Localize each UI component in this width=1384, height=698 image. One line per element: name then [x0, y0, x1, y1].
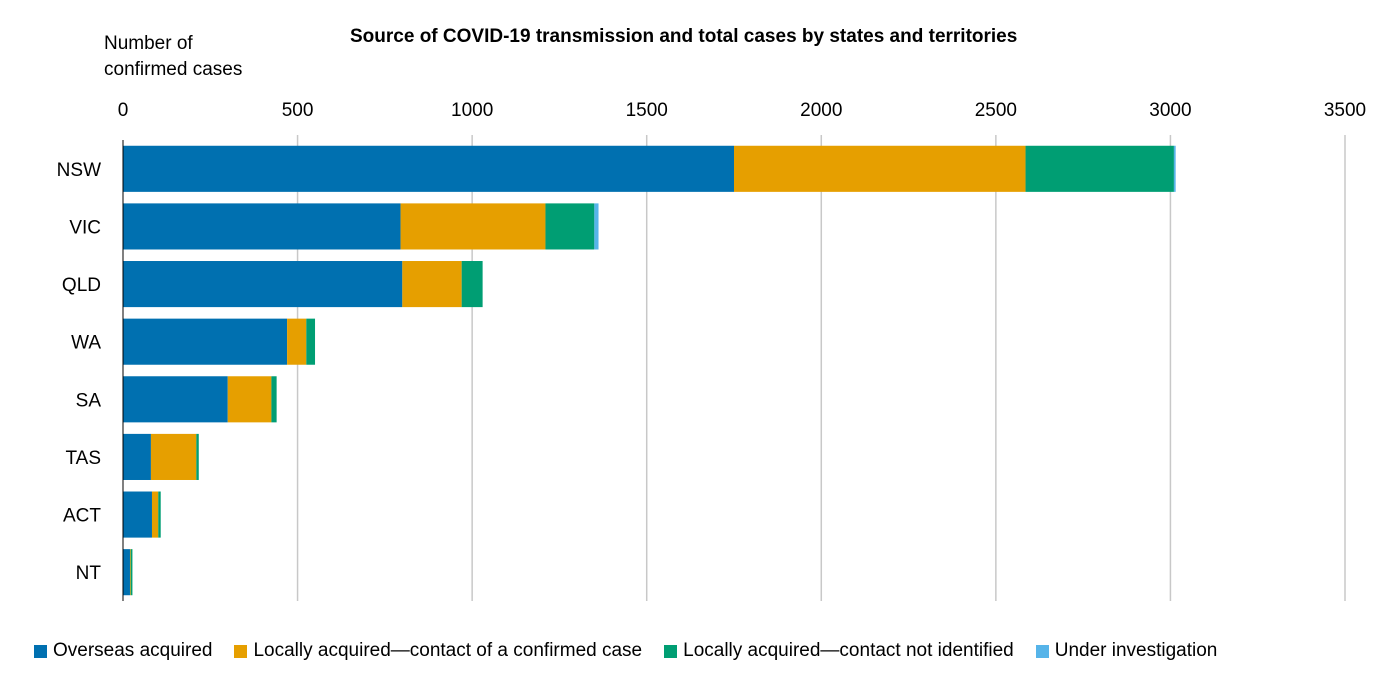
- legend-label: Locally acquired—contact not identified: [683, 640, 1014, 661]
- bar-segment-wa-series-1: [287, 318, 307, 365]
- legend: Overseas acquired Locally acquired—contac…: [34, 640, 1239, 662]
- x-tick-label: 2500: [975, 100, 1017, 121]
- x-tick-label: 0: [118, 100, 129, 121]
- bar-segment-qld-series-0: [123, 261, 403, 308]
- bar-segment-nt-series-1: [129, 549, 131, 596]
- legend-swatch: [664, 644, 678, 658]
- category-label-nsw: NSW: [57, 160, 101, 181]
- legend-item: Locally acquired—contact of a confirmed …: [234, 640, 642, 662]
- x-axis-ticks: 0 500 1000 1500 2000 2500 3000 3500: [118, 100, 1366, 121]
- bar-segment-sa-series-2: [271, 376, 277, 423]
- x-tick-label: 3500: [1324, 100, 1366, 121]
- bar-segment-nsw-series-1: [734, 145, 1026, 192]
- bar-segment-qld-series-1: [402, 261, 462, 308]
- category-label-qld: QLD: [62, 275, 101, 296]
- legend-swatch: [1035, 644, 1049, 658]
- x-tick-label: 500: [282, 100, 314, 121]
- bar-segment-nt-series-2: [130, 549, 133, 596]
- legend-item: Locally acquired—contact not identified: [664, 640, 1014, 662]
- bar-segment-vic-series-3: [594, 203, 599, 250]
- x-tick-label: 1000: [451, 100, 493, 121]
- legend-swatch: [234, 644, 248, 658]
- bar-segment-vic-series-2: [545, 203, 595, 250]
- bar-segment-act-series-0: [123, 491, 152, 538]
- bar-segment-wa-series-0: [123, 318, 288, 365]
- y-axis-title: Number of confirmed cases: [104, 33, 243, 80]
- bar-segment-tas-series-1: [150, 433, 197, 480]
- bar-segment-vic-series-1: [400, 203, 546, 250]
- legend-label: Under investigation: [1054, 640, 1218, 661]
- legend-label: Overseas acquired: [53, 640, 213, 661]
- category-labels: NSW VIC QLD WA SA TAS ACT NT: [57, 160, 102, 584]
- category-label-vic: VIC: [69, 217, 101, 238]
- bar-segment-act-series-1: [151, 491, 159, 538]
- bar-segment-nsw-series-2: [1025, 145, 1174, 192]
- category-label-nt: NT: [76, 563, 102, 584]
- bar-segment-nt-series-0: [123, 549, 130, 596]
- bar-segment-sa-series-0: [123, 376, 228, 423]
- bars: [123, 145, 1176, 596]
- x-tick-label: 2000: [800, 100, 842, 121]
- bar-chart: 0 500 1000 1500 2000 2500 3000 3500 NSW VIC QLD WA…: [57, 100, 1366, 601]
- bar-segment-vic-series-0: [123, 203, 401, 250]
- bar-segment-wa-series-2: [306, 318, 316, 365]
- legend-item: Under investigation: [1035, 640, 1218, 662]
- legend-swatch: [34, 644, 47, 658]
- chart-title: Source of COVID-19 transmission and tota…: [350, 26, 1018, 47]
- category-label-wa: WA: [71, 333, 101, 354]
- bar-segment-act-series-2: [158, 491, 161, 538]
- bar-segment-tas-series-0: [123, 433, 151, 480]
- bar-segment-tas-series-2: [196, 433, 199, 480]
- x-tick-label: 3000: [1149, 100, 1191, 121]
- legend-item: Overseas acquired: [34, 640, 212, 662]
- category-label-tas: TAS: [65, 448, 101, 469]
- x-tick-label: 1500: [626, 100, 668, 121]
- category-label-sa: SA: [76, 390, 102, 411]
- bar-segment-sa-series-1: [227, 376, 272, 423]
- bar-segment-qld-series-2: [461, 261, 483, 308]
- bar-segment-nsw-series-3: [1173, 145, 1176, 192]
- legend-label: Locally acquired—contact of a confirmed …: [253, 640, 643, 661]
- category-label-act: ACT: [63, 506, 101, 527]
- bar-segment-nsw-series-0: [123, 145, 734, 192]
